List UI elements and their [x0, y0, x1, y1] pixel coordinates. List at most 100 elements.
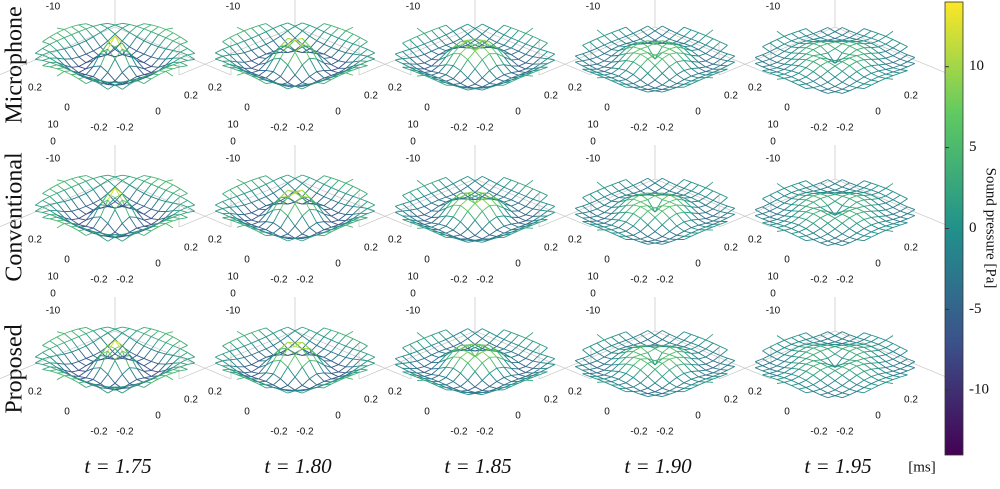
mesh-line: [237, 54, 244, 62]
mesh-line: [223, 49, 230, 55]
mesh-line: [864, 48, 871, 54]
mesh-line: [166, 69, 173, 72]
mesh-line: [497, 381, 504, 384]
mesh-line: [266, 41, 273, 45]
mesh-line: [151, 177, 158, 179]
mesh-line: [432, 355, 439, 358]
mesh-line: [43, 345, 50, 348]
mesh-line: [835, 49, 842, 53]
mesh-line: [86, 385, 93, 388]
mesh-line: [432, 224, 439, 227]
mesh-line: [799, 211, 806, 212]
mesh-line: [526, 228, 533, 229]
mesh-line: [266, 44, 273, 51]
mesh-line: [691, 198, 698, 202]
mesh-line: [424, 218, 431, 221]
mesh-line: [453, 387, 460, 389]
axis-line: [539, 27, 655, 75]
mesh-line: [612, 337, 619, 343]
mesh-line: [662, 340, 669, 343]
mesh-line: [691, 68, 698, 69]
mesh-line: [720, 66, 727, 70]
mesh-line: [511, 368, 518, 369]
mesh-line: [792, 205, 799, 206]
x-tick-label: 0.2: [364, 243, 378, 254]
mesh-line: [583, 203, 590, 206]
mesh-line: [850, 62, 857, 66]
mesh-line: [288, 85, 295, 86]
mesh-line: [519, 215, 526, 218]
mesh-line: [497, 66, 504, 75]
z-tick-label: -10: [46, 306, 61, 317]
mesh-line: [252, 209, 259, 213]
mesh-line: [575, 54, 582, 56]
mesh-line: [50, 52, 57, 58]
mesh-line: [900, 195, 907, 199]
mesh-line: [677, 75, 684, 80]
mesh-line: [691, 349, 698, 353]
mesh-line: [777, 188, 784, 191]
mesh-line: [821, 243, 828, 246]
mesh-line: [244, 62, 251, 68]
mesh-line: [43, 48, 50, 52]
mesh-line: [662, 242, 669, 244]
mesh-line: [144, 327, 151, 328]
mesh-line: [475, 380, 482, 387]
mesh-line: [403, 49, 410, 51]
mesh-line: [684, 182, 691, 188]
mesh-line: [266, 176, 273, 181]
mesh-line: [360, 64, 367, 65]
mesh-line: [699, 56, 706, 61]
mesh-line: [813, 55, 820, 56]
mesh-line: [604, 50, 611, 54]
mesh-line: [482, 235, 489, 239]
mesh-line: [850, 72, 857, 77]
mesh-line: [871, 41, 878, 44]
mesh-line: [35, 200, 42, 205]
mesh-line: [879, 34, 886, 37]
mesh-line: [93, 368, 100, 380]
mesh-line: [424, 369, 431, 373]
mesh-line: [144, 69, 151, 73]
mesh-line: [43, 369, 50, 370]
mesh-line: [151, 32, 158, 35]
mesh-line: [417, 206, 424, 208]
mesh-line: [346, 346, 353, 349]
mesh-line: [597, 182, 604, 188]
mesh-line: [806, 200, 813, 202]
mesh-line: [281, 216, 288, 228]
mesh-line: [259, 330, 266, 337]
mesh-line: [777, 219, 784, 221]
mesh-line: [612, 46, 619, 50]
mesh-line: [850, 196, 857, 199]
mesh-line: [828, 66, 835, 71]
mesh-line: [597, 69, 604, 71]
mesh-line: [590, 191, 597, 194]
mesh-line: [410, 36, 417, 39]
mesh-line: [259, 206, 266, 210]
mesh-line: [806, 206, 813, 208]
mesh-line: [266, 82, 273, 83]
mesh-line: [159, 71, 166, 74]
mesh-line: [519, 54, 526, 59]
mesh-line: [475, 387, 482, 391]
mesh-line: [677, 70, 684, 74]
mesh-line: [317, 24, 324, 29]
mesh-line: [439, 75, 446, 78]
mesh-line: [130, 190, 137, 200]
mesh-line: [288, 65, 295, 75]
mesh-line: [641, 85, 648, 87]
mesh-line: [461, 205, 468, 211]
mesh-line: [151, 361, 158, 363]
mesh-line: [699, 365, 706, 370]
z-tick-label: 10: [227, 120, 239, 131]
mesh-line: [850, 39, 857, 41]
mesh-line: [130, 217, 137, 218]
mesh-line: [490, 83, 497, 84]
mesh-line: [641, 26, 648, 30]
mesh-line: [540, 49, 547, 51]
mesh-line: [504, 200, 511, 202]
mesh-line: [115, 59, 122, 73]
mesh-line: [86, 26, 93, 29]
mesh-line: [35, 352, 42, 357]
